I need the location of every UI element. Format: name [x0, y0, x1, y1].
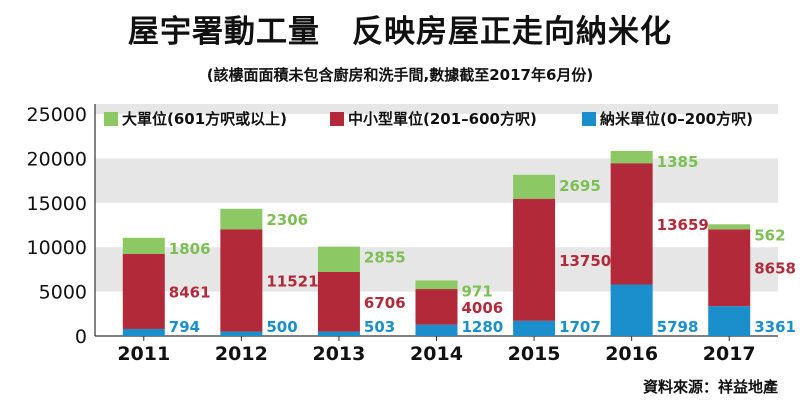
bar-segment: [220, 331, 263, 336]
data-label: 1280: [462, 318, 504, 336]
data-label: 500: [266, 318, 297, 336]
bar-segment: [513, 320, 556, 336]
bar-segment: [513, 174, 556, 199]
grid-band: [95, 104, 778, 114]
bar-segment: [220, 208, 263, 230]
chart-title: 屋宇署動工量 反映房屋正走向納米化: [128, 14, 672, 50]
data-label: 13659: [657, 216, 709, 234]
legend-label: 大單位(601方呎或以上): [122, 110, 287, 128]
chart-subtitle: (該樓面面積未包含廚房和洗手間,數據截至2017年6月份): [206, 66, 594, 84]
bar-segment: [415, 289, 458, 325]
bar-segment: [122, 328, 165, 336]
x-tick-label: 2011: [117, 343, 170, 365]
data-label: 562: [754, 226, 785, 244]
data-label: 1806: [169, 240, 211, 258]
x-tick-label: 2015: [508, 343, 561, 365]
data-label: 13750: [559, 252, 611, 270]
y-tick-label: 10000: [27, 237, 87, 259]
data-label: 8658: [754, 260, 796, 278]
bar-segment: [708, 306, 751, 336]
x-tick-label: 2012: [215, 343, 268, 365]
y-tick-label: 25000: [27, 104, 87, 126]
data-label: 971: [462, 282, 493, 300]
grid-band: [95, 158, 778, 203]
bar-segment: [317, 331, 360, 336]
bar-segment: [708, 229, 751, 307]
data-label: 4006: [462, 299, 504, 317]
bar-segment: [415, 324, 458, 336]
data-label: 6706: [364, 294, 406, 312]
data-label: 11521: [266, 272, 318, 290]
data-label: 503: [364, 318, 395, 336]
bar-segment: [610, 150, 653, 164]
x-tick-label: 2017: [703, 343, 756, 365]
bar-segment: [220, 229, 263, 332]
bar-segment: [415, 280, 458, 290]
legend-swatch: [104, 112, 118, 126]
data-label: 5798: [657, 318, 699, 336]
y-tick-label: 15000: [27, 193, 87, 215]
legend-label: 中小型單位(201–600方呎): [348, 110, 537, 128]
bar-segment: [513, 198, 556, 321]
data-label: 1385: [657, 153, 699, 171]
data-label: 1707: [559, 318, 601, 336]
bar-segment: [708, 224, 751, 230]
x-tick-label: 2013: [312, 343, 365, 365]
bar-segment: [122, 237, 165, 254]
bar-segment: [610, 284, 653, 336]
x-tick-label: 2014: [410, 343, 463, 365]
data-label: 2695: [559, 177, 601, 195]
x-tick-label: 2016: [605, 343, 658, 365]
bar-segment: [317, 271, 360, 332]
data-label: 2306: [266, 211, 308, 229]
bar-segment: [610, 163, 653, 285]
legend-swatch: [330, 112, 344, 126]
bar-segment: [122, 253, 165, 329]
y-tick-label: 5000: [39, 282, 87, 304]
legend-label: 納米單位(0–200方呎): [600, 110, 753, 128]
chart-source: 資料來源：祥益地產: [642, 378, 778, 396]
data-label: 8461: [169, 283, 211, 301]
y-tick-label: 0: [75, 326, 87, 348]
legend-swatch: [582, 112, 596, 126]
y-tick-label: 20000: [27, 148, 87, 170]
data-label: 2855: [364, 249, 406, 267]
bar-segment: [317, 246, 360, 272]
data-label: 3361: [754, 318, 796, 336]
data-label: 794: [169, 318, 200, 336]
